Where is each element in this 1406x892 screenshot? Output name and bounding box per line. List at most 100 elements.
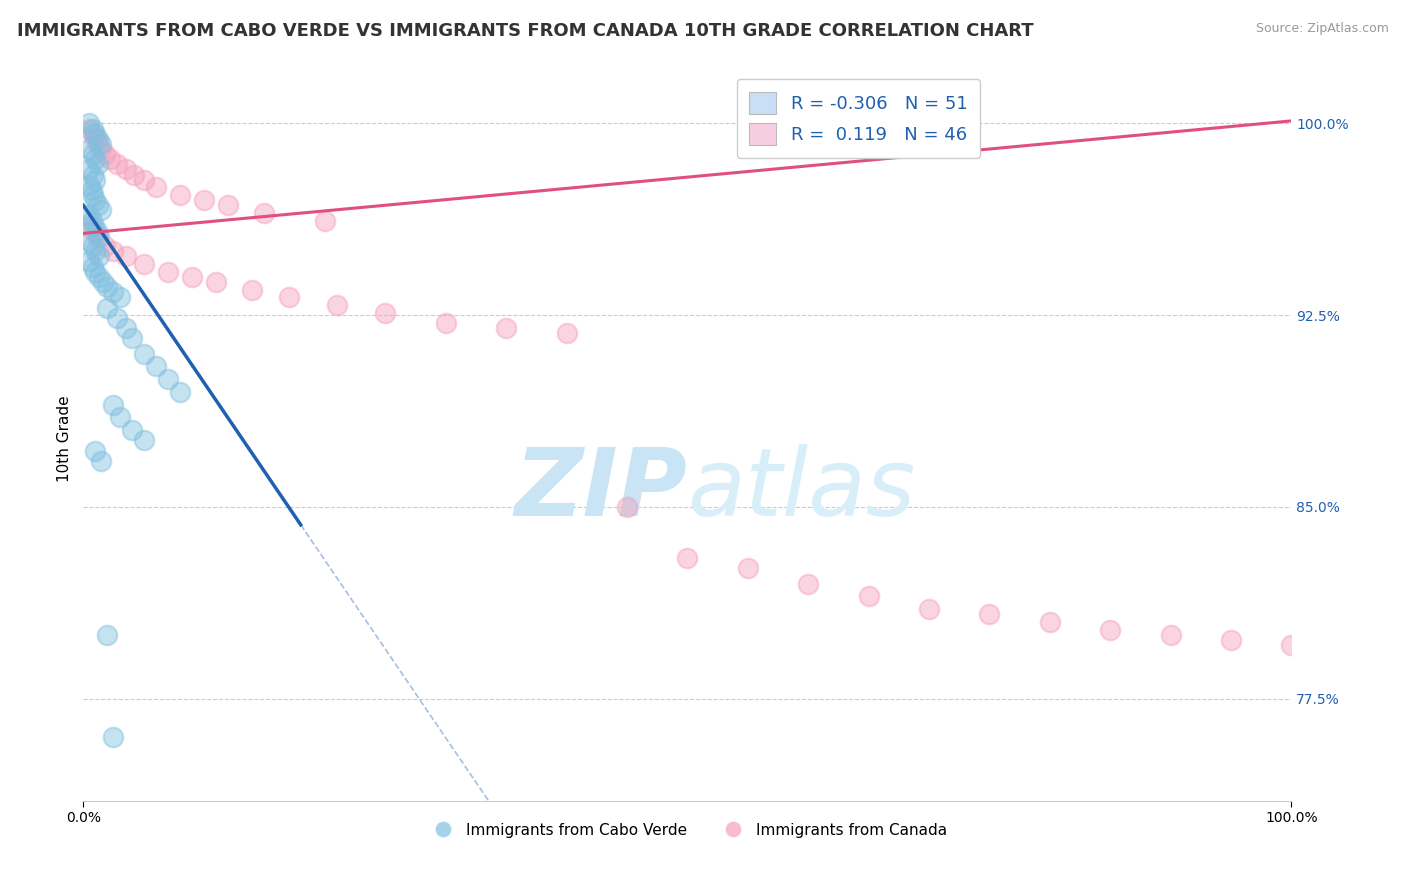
Point xyxy=(132,346,155,360)
Point xyxy=(105,310,128,325)
Point xyxy=(82,168,104,182)
Point xyxy=(114,321,136,335)
Point xyxy=(374,305,396,319)
Point xyxy=(79,178,101,192)
Point xyxy=(80,183,103,197)
Point xyxy=(79,234,101,248)
Point xyxy=(83,219,105,233)
Point xyxy=(193,193,215,207)
Point xyxy=(87,228,110,243)
Point xyxy=(87,198,110,212)
Point xyxy=(87,132,110,146)
Point xyxy=(91,275,114,289)
Point xyxy=(79,142,101,156)
Point xyxy=(108,410,131,425)
Point xyxy=(82,224,104,238)
Point xyxy=(918,602,941,616)
Point xyxy=(87,231,110,245)
Point xyxy=(84,132,107,146)
Point xyxy=(132,434,155,448)
Point xyxy=(103,285,125,300)
Point xyxy=(103,244,125,259)
Point xyxy=(242,283,264,297)
Point xyxy=(1160,628,1182,642)
Point xyxy=(86,224,108,238)
Point xyxy=(94,239,117,253)
Point xyxy=(858,590,880,604)
Point xyxy=(79,219,101,233)
Point xyxy=(181,269,204,284)
Legend: Immigrants from Cabo Verde, Immigrants from Canada: Immigrants from Cabo Verde, Immigrants f… xyxy=(422,817,953,844)
Point xyxy=(121,423,143,437)
Point xyxy=(96,628,118,642)
Point xyxy=(737,561,759,575)
Y-axis label: 10th Grade: 10th Grade xyxy=(58,396,72,483)
Point xyxy=(82,127,104,141)
Point xyxy=(169,384,191,399)
Point xyxy=(114,162,136,177)
Point xyxy=(84,265,107,279)
Point xyxy=(1099,623,1122,637)
Point xyxy=(90,142,112,156)
Point xyxy=(90,454,112,468)
Point xyxy=(121,331,143,345)
Point xyxy=(108,290,131,304)
Point xyxy=(156,265,179,279)
Point xyxy=(114,249,136,263)
Point xyxy=(79,209,101,223)
Point xyxy=(253,206,276,220)
Point xyxy=(98,153,121,167)
Point xyxy=(326,298,349,312)
Point xyxy=(434,316,457,330)
Point xyxy=(94,147,117,161)
Point xyxy=(1219,632,1241,647)
Point xyxy=(82,188,104,202)
Point xyxy=(87,269,110,284)
Point xyxy=(80,213,103,227)
Text: ZIP: ZIP xyxy=(515,444,688,536)
Point xyxy=(1039,615,1062,629)
Point xyxy=(103,398,125,412)
Point xyxy=(87,157,110,171)
Point xyxy=(90,136,112,151)
Point xyxy=(79,162,101,177)
Point xyxy=(79,254,101,268)
Point xyxy=(797,576,820,591)
Point xyxy=(96,301,118,315)
Point xyxy=(277,290,299,304)
Point xyxy=(105,157,128,171)
Point xyxy=(314,213,336,227)
Point xyxy=(132,172,155,186)
Point xyxy=(82,239,104,253)
Point xyxy=(979,607,1001,622)
Point xyxy=(205,275,228,289)
Point xyxy=(616,500,638,514)
Point xyxy=(90,203,112,218)
Point xyxy=(145,180,167,194)
Point xyxy=(1279,638,1302,652)
Point xyxy=(84,127,107,141)
Point xyxy=(156,372,179,386)
Point xyxy=(79,121,101,136)
Point xyxy=(84,193,107,207)
Point xyxy=(122,168,145,182)
Point xyxy=(84,153,107,167)
Point xyxy=(217,198,239,212)
Text: Source: ZipAtlas.com: Source: ZipAtlas.com xyxy=(1256,22,1389,36)
Point xyxy=(676,551,699,566)
Point xyxy=(169,188,191,202)
Text: atlas: atlas xyxy=(688,444,915,535)
Point xyxy=(82,260,104,274)
Point xyxy=(84,172,107,186)
Point xyxy=(82,147,104,161)
Point xyxy=(555,326,578,340)
Point xyxy=(132,257,155,271)
Point xyxy=(79,116,101,130)
Point xyxy=(87,249,110,263)
Point xyxy=(103,730,125,744)
Point xyxy=(96,280,118,294)
Point xyxy=(87,136,110,151)
Point xyxy=(84,443,107,458)
Point xyxy=(145,359,167,374)
Text: IMMIGRANTS FROM CABO VERDE VS IMMIGRANTS FROM CANADA 10TH GRADE CORRELATION CHAR: IMMIGRANTS FROM CABO VERDE VS IMMIGRANTS… xyxy=(17,22,1033,40)
